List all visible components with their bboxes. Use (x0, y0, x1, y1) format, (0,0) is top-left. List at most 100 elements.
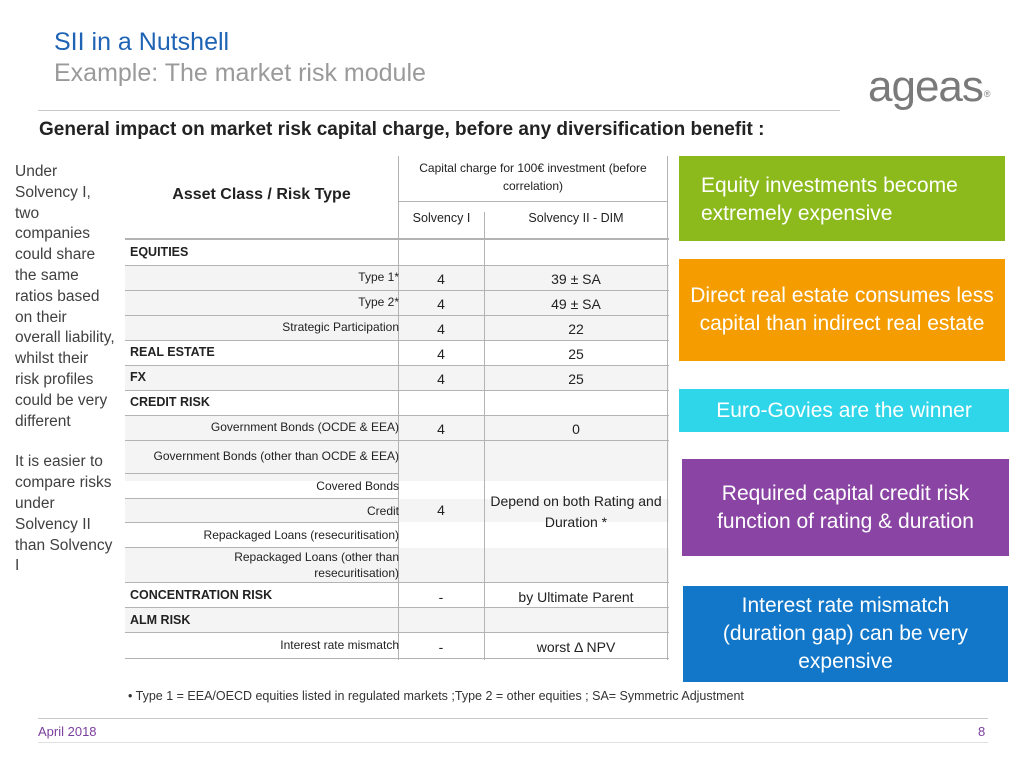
row-band (125, 416, 669, 440)
row-divider (125, 547, 399, 548)
header-divider (38, 110, 840, 111)
callout-interest: Interest rate mismatch (duration gap) ca… (683, 586, 1008, 682)
row-label-gov-ocde: Government Bonds (OCDE & EEA) (210, 420, 399, 434)
repack-other-line1: Repackaged Loans (other than (234, 550, 399, 564)
callout-real-estate-text: Direct real estate consumes less capital… (690, 284, 994, 335)
footer-date: April 2018 (38, 724, 97, 739)
ir-mismatch-solvency-2: worst Δ NPV (536, 639, 616, 655)
capital-charge-table: Asset Class / Risk Type Capital charge f… (125, 156, 669, 660)
col-divider (398, 156, 399, 660)
callout-interest-text: Interest rate mismatch (duration gap) ca… (722, 594, 969, 673)
footer-divider-bottom (38, 742, 988, 743)
callout-equity: Equity investments become extremely expe… (679, 156, 1005, 241)
row-divider (125, 415, 669, 416)
row-divider (125, 473, 399, 474)
row-label-type1: Type 1* (358, 270, 399, 284)
header-capital-charge: Capital charge for 100€ investment (befo… (419, 161, 647, 193)
section-equities: EQUITIES (130, 245, 189, 259)
type1-solvency-2: 39 ± SA (551, 271, 601, 287)
row-band (125, 482, 669, 498)
slide-subtitle: Example: The market risk module (54, 59, 426, 87)
real-estate-solvency-2: 25 (568, 346, 584, 362)
row-label-repack-other: Repackaged Loans (other than resecuritisa… (234, 549, 399, 581)
row-band (125, 583, 669, 607)
section-fx: FX (130, 370, 146, 384)
section-alm: ALM RISK (130, 613, 191, 627)
credit-group-solvency-1: 4 (437, 502, 445, 518)
row-divider (125, 607, 669, 608)
real-estate-solvency-1: 4 (437, 346, 445, 362)
logo-mark: ® (983, 89, 991, 99)
commentary-solvency-1: Under Solvency I, two companies could sh… (15, 163, 115, 430)
row-label-type2: Type 2* (358, 295, 399, 309)
header-solvency-2: Solvency II - DIM (528, 211, 624, 225)
row-label-covered: Covered Bonds (316, 479, 399, 493)
row-band (125, 391, 669, 415)
ir-mismatch-solvency-1: - (438, 639, 444, 655)
row-divider (125, 658, 669, 659)
row-divider (125, 522, 399, 523)
row-label-strategic: Strategic Participation (282, 320, 399, 334)
fx-solvency-2: 25 (568, 371, 584, 387)
callout-govies: Euro-Govies are the winner (679, 389, 1009, 432)
row-label-gov-other: Government Bonds (other than OCDE & EEA) (153, 449, 399, 463)
row-band (125, 266, 669, 290)
gov-ocde-solvency-2: 0 (572, 421, 580, 437)
callout-credit-text: Required capital credit risk function of… (717, 481, 974, 533)
row-band (125, 523, 669, 547)
table-footnote: • Type 1 = EEA/OECD equities listed in r… (128, 689, 744, 703)
section-heading: General impact on market risk capital ch… (39, 119, 765, 140)
row-band (125, 291, 669, 315)
row-divider (125, 390, 669, 391)
fx-solvency-1: 4 (437, 371, 445, 387)
page-number: 8 (978, 724, 986, 739)
row-divider (125, 238, 669, 240)
row-band (125, 499, 669, 522)
row-divider (125, 632, 669, 633)
type2-solvency-2: 49 ± SA (551, 296, 601, 312)
row-band (125, 341, 669, 365)
logo-text: ageas (868, 62, 984, 111)
col-divider (484, 212, 485, 660)
row-divider (125, 340, 669, 341)
strategic-solvency-1: 4 (437, 321, 445, 337)
row-band (125, 366, 669, 390)
row-divider (125, 290, 669, 291)
repack-other-line2: resecuritisation) (314, 566, 399, 580)
col-divider (667, 156, 668, 660)
row-divider (398, 201, 668, 202)
callout-govies-text: Euro-Govies are the winner (716, 398, 972, 422)
row-divider (125, 365, 669, 366)
row-label-ir-mismatch: Interest rate mismatch (280, 638, 399, 652)
strategic-solvency-2: 22 (568, 321, 584, 337)
left-commentary: Under Solvency I, two companies could sh… (15, 162, 115, 577)
row-band (125, 441, 669, 481)
row-divider (125, 440, 669, 441)
concentration-solvency-1: - (438, 589, 444, 605)
row-band (125, 634, 669, 658)
header-solvency-1: Solvency I (412, 211, 471, 225)
section-credit-risk: CREDIT RISK (130, 395, 210, 409)
type2-solvency-1: 4 (437, 296, 445, 312)
section-concentration: CONCENTRATION RISK (130, 588, 273, 602)
callout-credit: Required capital credit risk function of… (682, 459, 1009, 556)
callout-equity-text: Equity investments become extremely expe… (701, 174, 958, 225)
row-label-repack-resec: Repackaged Loans (resecuritisation) (203, 528, 399, 542)
row-divider (125, 315, 669, 316)
row-band (125, 316, 669, 340)
section-real-estate: REAL ESTATE (130, 345, 215, 359)
credit-group-solvency-2: Depend on both Rating and Duration * (490, 493, 662, 530)
row-band (125, 608, 669, 633)
type1-solvency-1: 4 (437, 271, 445, 287)
ageas-logo: ageas® (868, 62, 990, 112)
gov-ocde-solvency-1: 4 (437, 421, 445, 437)
row-divider (125, 582, 669, 583)
header-asset-class: Asset Class / Risk Type (172, 186, 351, 203)
slide-title: SII in a Nutshell (54, 28, 230, 56)
callout-real-estate: Direct real estate consumes less capital… (679, 259, 1005, 361)
row-label-credit: Credit (366, 504, 399, 518)
concentration-solvency-2: by Ultimate Parent (518, 589, 634, 605)
row-divider (125, 265, 669, 266)
row-band (125, 239, 669, 265)
row-divider (125, 498, 399, 499)
